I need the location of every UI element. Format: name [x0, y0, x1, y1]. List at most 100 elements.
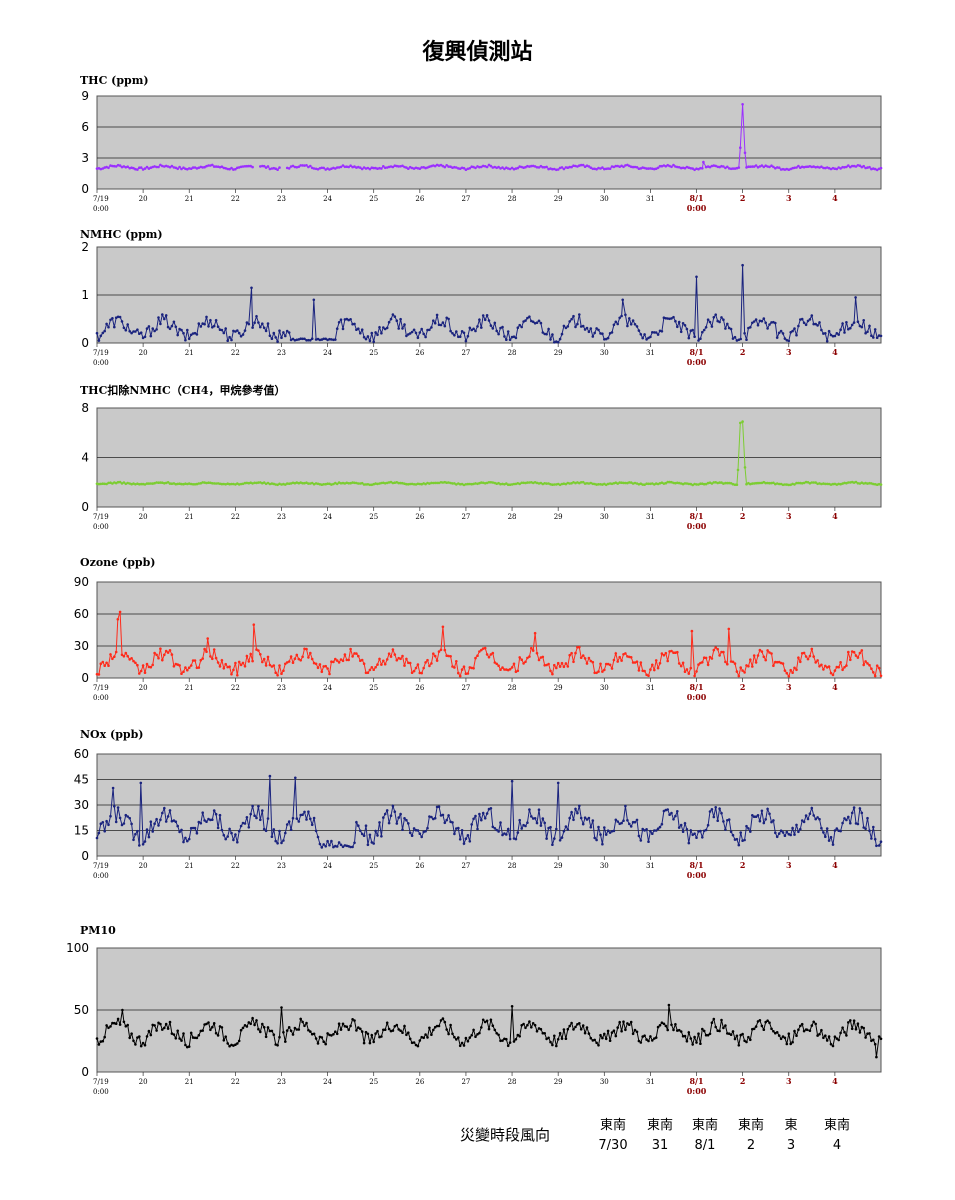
- data-point: [276, 340, 279, 343]
- data-point: [197, 820, 201, 824]
- data-point: [674, 319, 677, 323]
- x-tick-label: 27: [461, 513, 470, 521]
- data-point: [870, 334, 873, 337]
- data-point: [585, 326, 589, 330]
- data-point: [297, 820, 301, 823]
- data-point: [679, 823, 683, 827]
- data-point: [122, 481, 126, 484]
- data-point: [391, 648, 395, 651]
- data-point: [330, 839, 333, 843]
- data-point: [729, 1033, 733, 1036]
- data-point: [510, 166, 514, 170]
- data-point: [841, 322, 844, 325]
- data-point: [528, 655, 531, 658]
- data-point: [578, 645, 581, 649]
- data-point: [262, 326, 266, 330]
- data-point: [366, 166, 370, 170]
- data-point: [432, 481, 435, 485]
- data-point: [445, 164, 449, 167]
- data-point: [139, 482, 143, 486]
- data-point: [595, 327, 598, 330]
- data-point: [114, 650, 118, 654]
- data-point: [647, 482, 650, 486]
- data-point: [795, 668, 798, 672]
- data-point: [816, 659, 819, 662]
- data-point: [706, 318, 710, 321]
- data-point: [303, 647, 306, 651]
- data-point: [268, 167, 272, 171]
- data-point: [139, 781, 143, 785]
- data-point: [97, 1043, 101, 1046]
- data-point: [303, 481, 306, 485]
- data-point: [334, 1030, 337, 1033]
- data-point: [508, 338, 512, 342]
- data-point: [779, 829, 783, 832]
- data-point: [637, 669, 641, 672]
- data-point: [418, 832, 422, 835]
- data-point: [339, 843, 343, 847]
- data-point: [741, 1032, 744, 1036]
- data-point: [159, 163, 162, 167]
- chart-title: NMHC (ppm): [80, 228, 163, 241]
- data-point: [228, 1044, 231, 1048]
- data-point: [312, 816, 316, 820]
- data-point: [191, 826, 195, 830]
- data-point: [259, 653, 262, 656]
- data-point: [612, 323, 616, 327]
- data-point: [245, 164, 249, 168]
- data-point: [457, 335, 460, 339]
- data-point: [774, 831, 777, 835]
- data-point: [556, 1038, 560, 1041]
- data-point: [845, 1034, 848, 1037]
- data-point: [320, 1036, 324, 1039]
- data-point: [480, 1026, 483, 1029]
- data-point: [334, 338, 337, 341]
- data-point: [420, 482, 424, 486]
- data-point: [276, 168, 279, 171]
- data-point: [378, 657, 381, 661]
- data-point: [739, 421, 742, 425]
- data-point: [353, 322, 356, 326]
- data-point: [610, 331, 614, 334]
- data-point: [531, 320, 535, 324]
- data-point: [727, 627, 731, 631]
- data-point: [360, 658, 364, 662]
- data-point: [820, 482, 823, 486]
- data-point: [245, 816, 249, 819]
- data-point: [793, 666, 796, 670]
- data-point: [122, 326, 126, 330]
- data-point: [805, 1028, 809, 1032]
- data-point: [282, 331, 285, 334]
- data-point: [322, 483, 326, 486]
- y-tick-label: 2: [81, 240, 89, 254]
- data-point: [487, 319, 491, 322]
- data-point: [762, 1028, 766, 1031]
- data-point: [228, 335, 231, 339]
- data-point: [159, 322, 162, 326]
- data-point: [579, 816, 583, 820]
- data-point: [820, 663, 823, 667]
- data-point: [316, 1042, 320, 1045]
- data-point: [382, 659, 385, 663]
- data-point: [153, 651, 156, 655]
- data-point: [875, 336, 879, 339]
- data-point: [178, 1037, 181, 1040]
- data-point: [756, 323, 760, 327]
- data-point: [232, 168, 235, 171]
- data-point: [247, 660, 251, 663]
- data-point: [118, 315, 122, 319]
- data-point: [287, 660, 291, 663]
- data-point: [245, 1025, 249, 1028]
- data-point: [318, 663, 322, 666]
- data-point: [216, 826, 220, 830]
- data-point: [412, 483, 416, 486]
- data-point: [414, 331, 418, 335]
- data-point: [228, 665, 231, 668]
- data-point: [309, 651, 312, 655]
- page-title: 復興偵測站: [422, 40, 533, 65]
- data-point: [662, 654, 666, 657]
- data-point: [591, 660, 595, 664]
- x-tick-label: 21: [185, 1078, 194, 1086]
